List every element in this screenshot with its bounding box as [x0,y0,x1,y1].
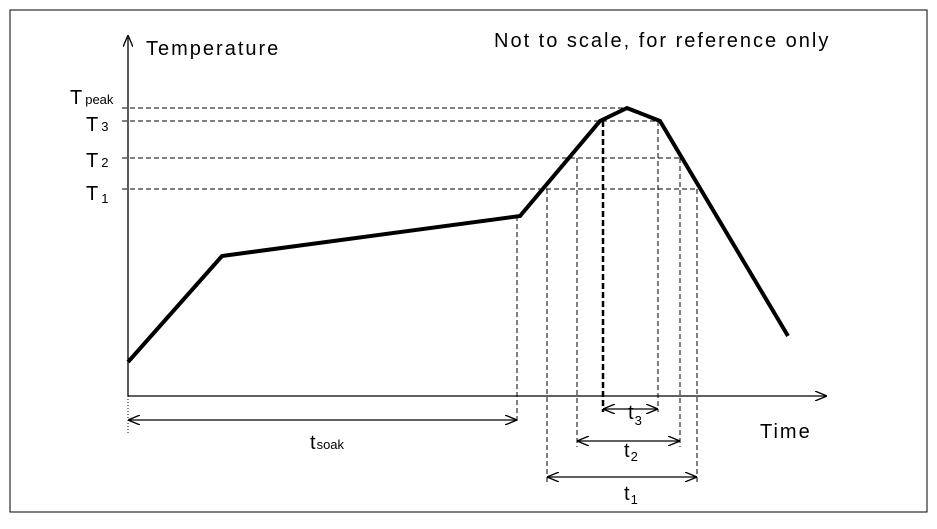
t2-interval-label: t2 [624,440,638,464]
t1-interval-label: t1 [624,483,638,507]
x-axis-label: Time [760,421,812,443]
t3-interval-label: t3 [628,402,642,428]
frame-border [9,9,928,513]
note-text: Not to scale, for reference only [494,30,830,52]
temperature-profile-curve [126,105,790,364]
y-axis-label: Temperature [146,38,280,60]
tsoak-label: tsoak [310,432,345,454]
